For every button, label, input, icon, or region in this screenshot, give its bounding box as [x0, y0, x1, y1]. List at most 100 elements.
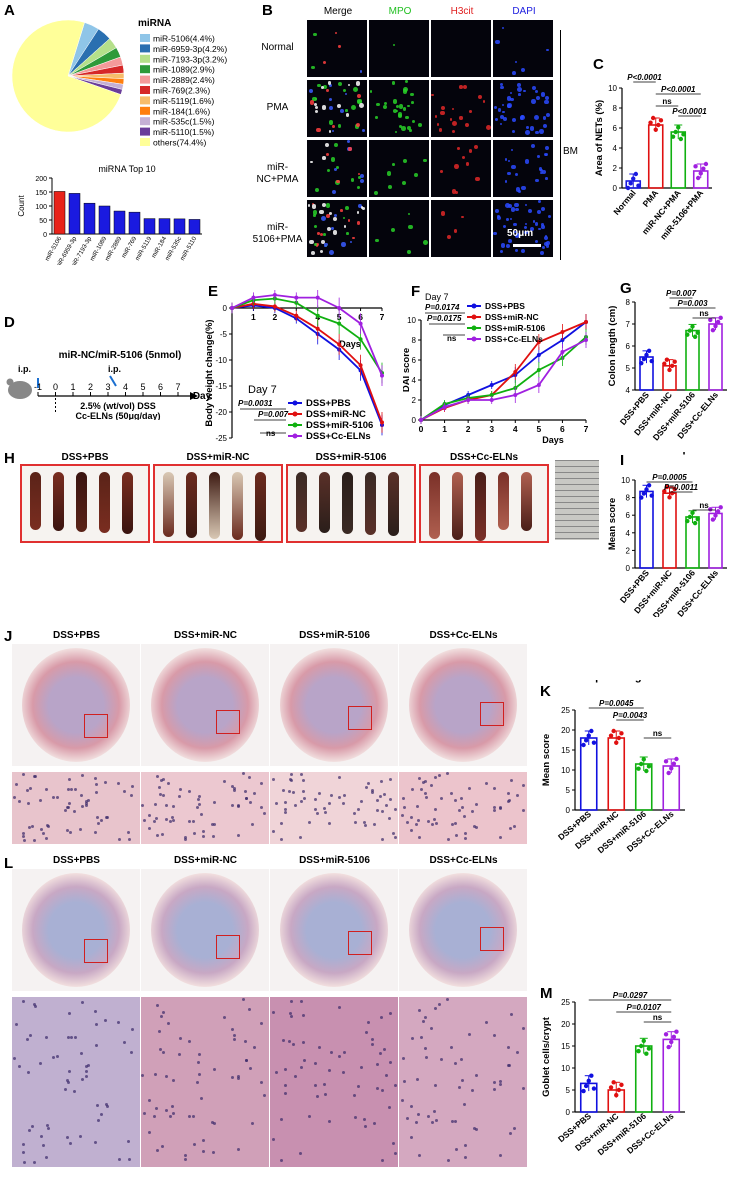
bar — [685, 516, 700, 569]
bar — [634, 1045, 653, 1113]
colon-specimen — [163, 472, 174, 537]
column-header-h3cit: H3cit — [450, 6, 474, 17]
cell-dot — [531, 86, 536, 91]
pie-slice — [11, 19, 122, 133]
cell-dot — [493, 231, 497, 236]
x-tick-label: 2 — [272, 312, 277, 322]
cell-dot — [323, 244, 327, 248]
cell-dot — [340, 209, 343, 212]
nucleus-dot — [160, 1014, 164, 1018]
data-point — [663, 1032, 669, 1037]
cell-dot — [504, 203, 510, 209]
data-point — [701, 166, 706, 171]
cell-dot — [313, 214, 316, 217]
nucleus-dot — [187, 1040, 191, 1044]
nucleus-dot — [410, 1104, 414, 1108]
y-tick-label: 5 — [566, 1086, 571, 1095]
cell-dot — [346, 232, 349, 235]
data-point — [591, 1086, 597, 1091]
colon-specimen — [76, 472, 87, 532]
data-point — [698, 171, 703, 176]
data-point — [644, 487, 649, 492]
nucleus-dot — [446, 838, 450, 842]
y-tick-label: 200 — [35, 176, 47, 183]
nucleus-dot — [259, 806, 263, 810]
nucleus-dot — [322, 1083, 326, 1087]
data-point — [669, 1039, 674, 1045]
cell-dot — [398, 124, 402, 128]
legend-label: miR-1089(2.9%) — [153, 65, 215, 75]
colon-photo-panel — [153, 464, 283, 543]
x-tick-label: 7 — [584, 424, 589, 434]
nucleus-dot — [327, 1119, 331, 1123]
nucleus-dot — [434, 1084, 438, 1088]
nucleus-dot — [32, 774, 36, 778]
cell-dot — [310, 160, 314, 164]
data-point — [646, 764, 652, 769]
cell-dot — [534, 115, 540, 121]
cell-dot — [407, 126, 412, 131]
y-tick-label: 150 — [35, 190, 47, 197]
cell-dot — [322, 85, 327, 90]
cross-section-image — [399, 869, 527, 991]
nucleus-dot — [213, 1068, 217, 1072]
cell-dot — [401, 126, 406, 131]
legend-swatch — [140, 54, 150, 63]
y-tick-label: 0 — [626, 564, 631, 573]
data-point — [419, 418, 423, 422]
cell-dot — [545, 113, 550, 118]
data-point — [672, 486, 677, 492]
nucleus-dot — [473, 825, 477, 829]
nucleus-dot — [213, 1122, 217, 1126]
nucleus-dot — [521, 808, 525, 812]
cell-dot — [334, 167, 338, 171]
nucleus-dot — [300, 800, 304, 804]
data-point — [671, 1034, 677, 1040]
y-tick-label: 100 — [35, 204, 47, 211]
data-point — [687, 514, 693, 520]
cell-dot — [535, 239, 539, 243]
nucleus-dot — [68, 831, 72, 835]
nucleus-dot — [78, 1134, 82, 1138]
nucleus-dot — [118, 837, 122, 841]
nucleus-dot — [128, 837, 132, 841]
nucleus-dot — [462, 1103, 466, 1107]
nucleus-dot — [95, 782, 99, 786]
nucleus-dot — [360, 1066, 364, 1070]
cell-dot — [529, 125, 535, 131]
data-point — [608, 733, 614, 738]
cell-dot — [547, 214, 552, 219]
nucleus-dot — [67, 801, 71, 805]
nucleus-dot — [509, 778, 513, 782]
nucleus-dot — [392, 831, 396, 835]
nucleus-dot — [499, 807, 503, 811]
nucleus-dot — [128, 1158, 132, 1161]
data-point — [715, 319, 721, 325]
nucleus-dot — [376, 1062, 380, 1066]
legend-swatch — [140, 34, 150, 42]
data-point — [581, 1088, 586, 1094]
bar — [647, 124, 664, 189]
nucleus-dot — [26, 802, 30, 806]
nucleus-dot — [66, 829, 70, 832]
data-point — [636, 1048, 641, 1054]
data-point — [685, 518, 690, 524]
nucleus-dot — [158, 1030, 162, 1034]
data-point — [614, 1092, 619, 1098]
legend-label: DSS+miR-NC — [485, 312, 539, 322]
nucleus-dot — [324, 1092, 328, 1096]
cell-dot — [313, 242, 317, 246]
cell-dot — [502, 110, 505, 114]
magnified-image — [141, 772, 269, 844]
nucleus-dot — [67, 1035, 71, 1039]
nucleus-dot — [167, 1021, 171, 1025]
cell-dot — [527, 208, 533, 214]
legend-swatch — [140, 86, 150, 94]
cell-dot — [402, 158, 408, 164]
nucleus-dot — [301, 789, 305, 793]
data-point — [536, 368, 541, 372]
nucleus-dot — [99, 819, 103, 823]
nucleus-dot — [499, 836, 503, 840]
data-point — [560, 330, 565, 334]
